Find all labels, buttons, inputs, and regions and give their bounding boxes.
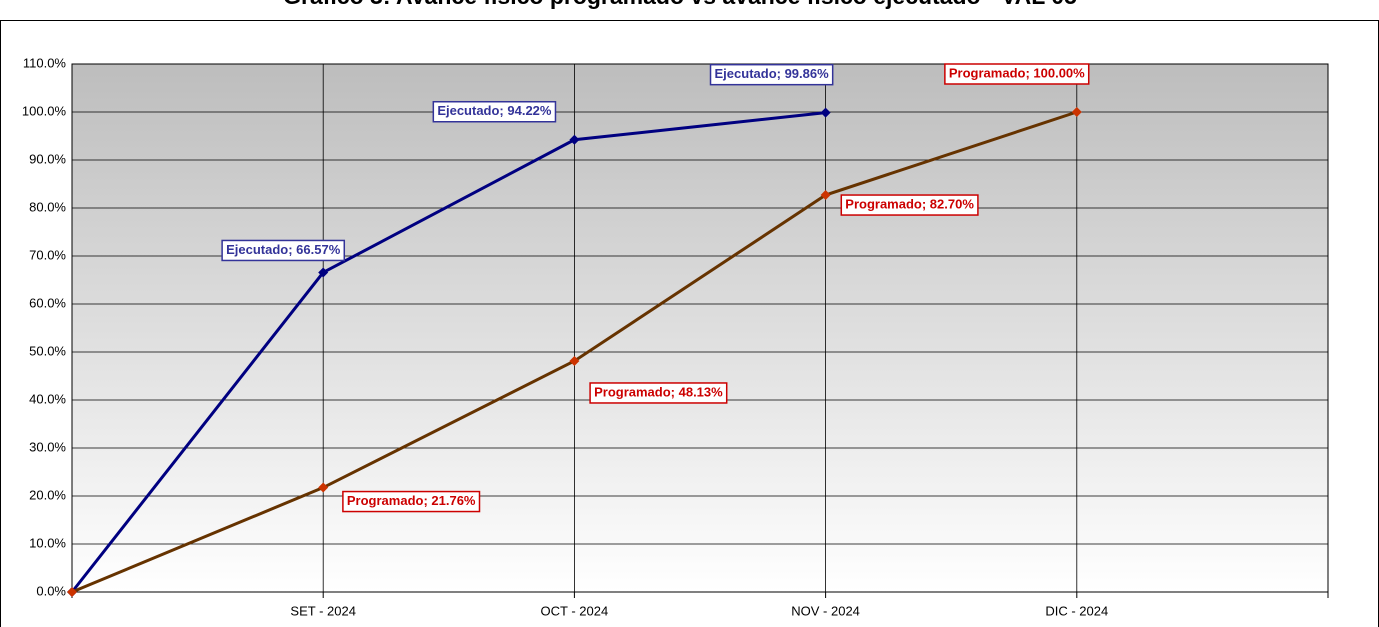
x-tick-label: NOV - 2024 <box>791 603 860 618</box>
x-tick-label: OCT - 2024 <box>541 603 609 618</box>
data-label: Ejecutado; 94.22% <box>432 100 557 123</box>
data-label-box <box>709 63 834 86</box>
data-label-text: Ejecutado; 99.86% <box>715 66 830 81</box>
y-tick-label: 90.0% <box>29 151 66 166</box>
data-label-box <box>432 100 557 123</box>
data-label: Programado; 100.00% <box>944 63 1090 85</box>
y-tick-label: 110.0% <box>23 55 67 70</box>
y-tick-label: 100.0% <box>22 103 67 118</box>
data-label-box <box>840 194 979 216</box>
data-label-text: Ejecutado; 94.22% <box>437 103 552 118</box>
y-tick-label: 40.0% <box>29 391 66 406</box>
marker <box>820 190 831 201</box>
data-label-text: Programado; 48.13% <box>594 384 723 399</box>
series-line <box>70 111 826 593</box>
data-label: Ejecutado; 66.57% <box>221 239 346 262</box>
data-label-box <box>221 239 346 262</box>
data-label-text: Programado; 21.76% <box>347 493 476 508</box>
y-tick-label: 80.0% <box>29 199 66 214</box>
y-tick-label: 70.0% <box>29 247 66 262</box>
marker <box>569 134 580 145</box>
chart-title: Gráfico 3: Avance físico programado vs a… <box>283 0 1077 9</box>
marker <box>67 587 77 597</box>
y-tick-label: 50.0% <box>29 343 66 358</box>
data-label-box <box>944 63 1090 85</box>
marker <box>820 107 831 118</box>
marker <box>1071 107 1082 117</box>
y-tick-label: 60.0% <box>29 295 66 310</box>
x-tick-label: DIC - 2024 <box>1045 603 1108 618</box>
data-label-text: Programado; 82.70% <box>845 196 974 211</box>
data-label: Programado; 48.13% <box>589 382 728 404</box>
y-tick-label: 30.0% <box>29 439 66 454</box>
marker <box>569 355 580 366</box>
y-tick-label: 0.0% <box>36 583 66 598</box>
data-label-box <box>342 490 481 513</box>
y-tick-label: 20.0% <box>29 487 66 502</box>
y-tick-label: 10.0% <box>29 535 66 550</box>
x-tick-label: SET - 2024 <box>290 603 356 618</box>
data-label-text: Programado; 100.00% <box>949 65 1085 80</box>
marker <box>318 267 329 278</box>
data-label-text: Ejecutado; 66.57% <box>226 242 341 257</box>
data-label: Programado; 21.76% <box>342 490 481 513</box>
marker <box>318 482 329 493</box>
data-label: Programado; 82.70% <box>840 194 979 216</box>
data-label-box <box>589 382 728 404</box>
data-label: Ejecutado; 99.86% <box>709 63 834 86</box>
